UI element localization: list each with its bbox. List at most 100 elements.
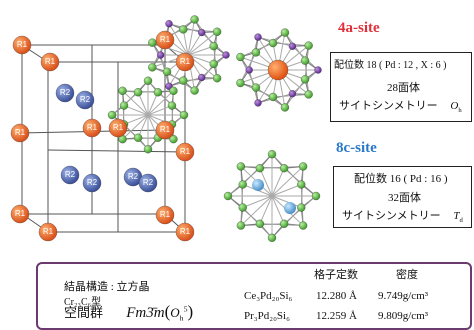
polyhedron: 28面体 [387, 82, 420, 94]
atom [75, 90, 95, 110]
atom-label: R1 [15, 128, 26, 137]
atom [198, 73, 206, 82]
atom-label: R2 [128, 172, 139, 181]
coordination: 配位数 16 ( Pd : 16 ) [354, 173, 448, 185]
bond [271, 167, 285, 197]
atom [175, 222, 195, 242]
atom [10, 204, 30, 224]
atom [38, 222, 58, 242]
lattice-constant: 12.259 Å [316, 310, 357, 322]
point-sup: 5 [183, 304, 188, 314]
bond [123, 114, 149, 125]
atom-label: R2 [87, 178, 98, 187]
atom-label: R1 [160, 125, 171, 134]
site-title: 8c-site [336, 140, 377, 156]
atom-label: R1 [180, 227, 191, 236]
atom [156, 51, 165, 59]
atom [143, 145, 153, 154]
atom-label: R1 [17, 40, 28, 49]
atom [280, 28, 290, 37]
atom [288, 42, 297, 50]
bond [240, 195, 273, 226]
symmetry-sub: h [458, 107, 462, 115]
structure-type: Cr₂₃C₆型 [64, 297, 102, 308]
bond [259, 167, 273, 197]
space-group-label: 空間群 [64, 305, 104, 320]
point-symbol: O [170, 305, 180, 320]
atom [138, 173, 158, 193]
bond [187, 31, 218, 56]
bond [271, 195, 285, 225]
atom [304, 41, 313, 50]
atom [212, 27, 222, 36]
atom [238, 203, 247, 212]
atom [169, 135, 178, 144]
atom [236, 221, 246, 230]
atom [179, 110, 189, 120]
atom [304, 90, 313, 99]
density: 9.809g/cm³ [378, 310, 429, 322]
bond [122, 90, 149, 116]
atom [155, 205, 175, 225]
atom [198, 28, 206, 37]
atom [175, 52, 195, 72]
atom-label: R2 [143, 178, 154, 187]
bond [147, 90, 174, 116]
site-box: 配位数 18 ( Pd : 12 , X : 6 ) 28面体 サイトシンメトリ… [330, 52, 472, 122]
atom [288, 90, 297, 98]
atom [297, 180, 306, 189]
atom [12, 35, 32, 55]
atom [267, 233, 277, 242]
bond [271, 195, 302, 208]
symmetry-label: サイトシンメトリー [339, 100, 438, 112]
atom [179, 76, 188, 85]
atom [236, 78, 245, 88]
atom [148, 63, 157, 72]
atom-label: R1 [43, 227, 54, 236]
atom-label: R1 [45, 57, 56, 66]
atom [236, 162, 246, 171]
atom [238, 180, 247, 189]
atom [55, 83, 75, 103]
atom-label: R1 [87, 123, 98, 132]
atom-label: R1 [160, 35, 171, 44]
atom [40, 52, 60, 72]
atom [267, 59, 289, 81]
bond [147, 105, 173, 116]
atom [300, 75, 310, 84]
atom [118, 86, 127, 95]
atom [179, 25, 188, 34]
atom [298, 221, 308, 230]
atom-label: R1 [113, 123, 124, 132]
atom [165, 20, 173, 28]
atom [108, 118, 128, 138]
atom [167, 101, 177, 110]
density: 9.749g/cm³ [378, 290, 429, 302]
compound: Pr₃Pd₂₀Si₆ [244, 310, 290, 322]
atom [254, 33, 262, 41]
atom [255, 164, 265, 173]
bond [122, 114, 149, 140]
atom [60, 165, 80, 185]
atom [133, 88, 143, 97]
atom [155, 30, 175, 50]
site-title: 4a-site [338, 20, 380, 36]
atom [153, 88, 163, 97]
symmetry-label: サイトシンメトリー [342, 210, 441, 222]
atom [300, 56, 310, 65]
atom [311, 191, 321, 201]
atom [252, 179, 264, 191]
paren: ( [164, 302, 171, 321]
atom [133, 133, 143, 142]
atom [284, 202, 296, 214]
polyhedron: 32面体 [388, 192, 421, 204]
atom-label: R1 [180, 57, 191, 66]
atom [155, 120, 175, 140]
space-group-symbol: Fm3̄m [126, 305, 165, 321]
paren: ) [187, 302, 194, 321]
atom [268, 92, 278, 102]
atom [212, 74, 222, 83]
bond [168, 23, 189, 56]
